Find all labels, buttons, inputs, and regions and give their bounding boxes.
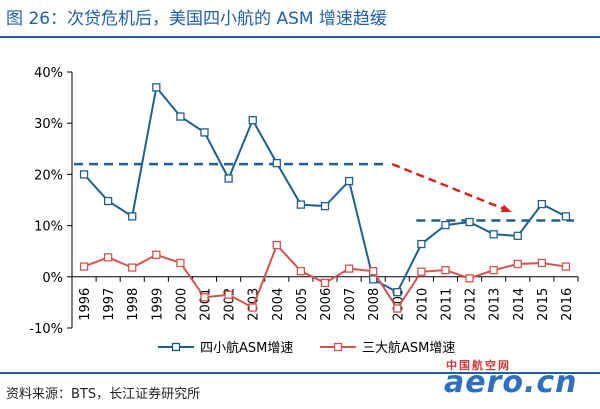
y-tick-label: 30% <box>34 117 63 132</box>
legend-item-2: 三大航ASM增速 <box>320 340 455 356</box>
data-point <box>296 267 306 276</box>
data-point <box>103 253 113 262</box>
data-point <box>248 303 257 312</box>
x-tick-label: 2006 <box>319 288 334 321</box>
data-point <box>441 220 450 230</box>
x-tick-label: 2005 <box>295 288 310 321</box>
data-point <box>537 258 547 268</box>
chart-series <box>79 83 571 313</box>
watermark-logo: 中国航空网 aero.cn <box>436 355 596 405</box>
x-tick-label: 2013 <box>488 288 503 321</box>
data-point <box>344 176 354 186</box>
data-point <box>224 290 233 299</box>
series-2 <box>79 240 571 313</box>
series-1 <box>79 83 571 297</box>
data-point <box>489 230 498 239</box>
source-note: 资料来源：BTS，长江证券研究所 <box>6 387 201 402</box>
data-point <box>561 212 571 221</box>
title-rule <box>0 36 600 38</box>
x-tick-label: 2004 <box>271 288 286 321</box>
data-point <box>320 278 330 288</box>
data-point <box>393 288 402 297</box>
legend-label: 三大航ASM增速 <box>362 340 455 356</box>
data-point <box>513 231 522 240</box>
data-point <box>200 293 209 302</box>
data-point <box>128 212 137 221</box>
data-point <box>417 239 426 249</box>
watermark-cn: 中国航空网 <box>446 359 511 372</box>
x-tick-label: 1997 <box>102 288 117 321</box>
data-point <box>393 304 402 313</box>
data-point <box>176 112 185 121</box>
chart-annotations <box>74 162 574 222</box>
data-point <box>152 250 161 259</box>
data-point <box>489 265 498 275</box>
bottom-rule <box>0 372 600 374</box>
line-chart: 40% 30% 20% 10% 0% -10% 1996 1997 1998 1999 2000 20… <box>29 66 579 356</box>
x-tick-label: 1996 <box>78 288 93 321</box>
data-point <box>441 265 450 275</box>
data-point <box>296 200 306 209</box>
data-point <box>200 128 209 137</box>
y-tick-label: 40% <box>34 66 63 81</box>
data-point <box>417 267 426 276</box>
chart-legend: 四小航ASM增速 三大航ASM增速 <box>158 340 455 356</box>
y-tick-label: 0% <box>42 271 63 286</box>
data-point <box>224 174 233 183</box>
data-point <box>176 258 185 268</box>
data-point <box>103 196 113 206</box>
data-point <box>272 240 281 250</box>
x-tick-label: 1998 <box>126 288 141 321</box>
data-point <box>513 259 522 269</box>
data-point <box>561 262 571 271</box>
legend-label: 四小航ASM增速 <box>200 340 293 356</box>
trend-arrow <box>391 162 512 213</box>
x-tick-label: 2010 <box>415 288 430 321</box>
x-tick-label: 2016 <box>560 288 575 321</box>
watermark-en: aero.cn <box>444 365 578 400</box>
y-tick-label: 10% <box>34 220 63 235</box>
y-tick-label: 20% <box>34 168 63 183</box>
data-point <box>272 158 281 168</box>
legend-swatch-marker <box>171 342 181 352</box>
data-point <box>152 83 161 92</box>
x-tick-label: 2015 <box>536 288 551 321</box>
data-point <box>344 264 354 273</box>
data-point <box>320 201 330 211</box>
series-line <box>83 85 567 294</box>
x-tick-label: 2008 <box>367 288 382 321</box>
data-point <box>369 267 378 276</box>
x-tick-label: 1999 <box>150 288 165 321</box>
data-point <box>537 199 547 209</box>
data-point <box>369 275 378 284</box>
y-tick-label: -10% <box>29 322 63 337</box>
data-point <box>128 263 137 272</box>
data-point <box>248 115 257 125</box>
data-point <box>465 274 474 283</box>
x-tick-label: 2012 <box>464 288 479 321</box>
legend-item-1: 四小航ASM增速 <box>158 340 293 356</box>
legend-swatch-marker <box>333 342 343 352</box>
x-tick-label: 2014 <box>512 288 527 321</box>
data-point <box>79 262 89 271</box>
data-point <box>465 217 474 227</box>
figure-title: 图 26：次贷危机后，美国四小航的 ASM 增速趋缓 <box>6 9 387 29</box>
data-point <box>79 170 89 179</box>
x-tick-label: 2007 <box>343 288 358 321</box>
x-tick-label: 2011 <box>439 288 454 321</box>
x-tick-label: 2000 <box>174 288 189 321</box>
